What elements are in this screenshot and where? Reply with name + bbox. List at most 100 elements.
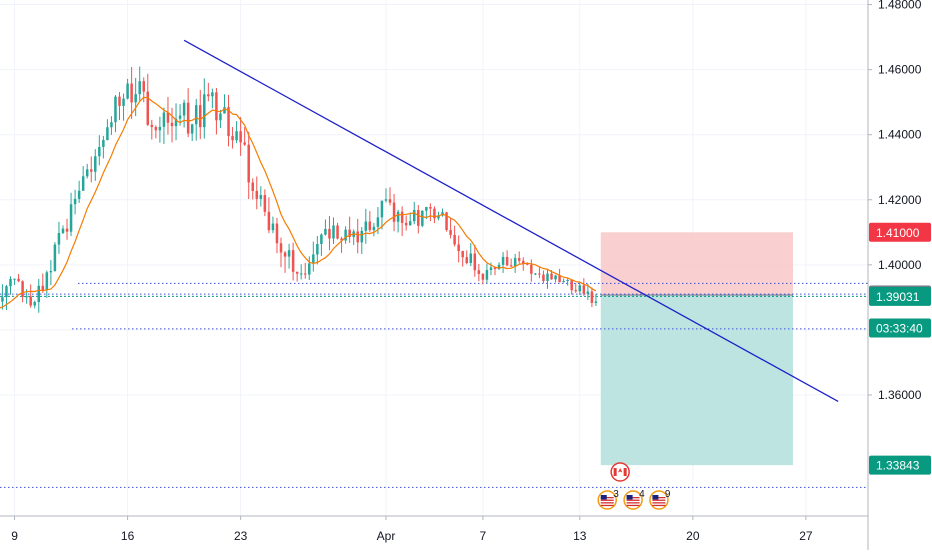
position-tool[interactable] <box>600 232 793 466</box>
us-event-icon[interactable]: 3 <box>597 489 619 510</box>
candle <box>219 109 222 128</box>
candle <box>352 229 355 245</box>
stop-loss-zone[interactable] <box>600 232 793 295</box>
canada-event-icon[interactable] <box>610 462 630 482</box>
candle-body <box>53 244 57 272</box>
candle-body <box>85 169 89 177</box>
time-tick-label: Apr <box>377 529 396 543</box>
candle <box>275 217 279 254</box>
candle-body <box>582 285 586 294</box>
candle-body <box>243 142 246 145</box>
take-profit-zone[interactable] <box>600 294 793 466</box>
economic-events[interactable]: 3 4 9 <box>597 462 671 510</box>
candle-body <box>267 211 271 231</box>
candle <box>384 188 388 203</box>
candle <box>594 293 598 307</box>
candle <box>17 273 20 283</box>
candle-body <box>170 122 174 127</box>
candle-body <box>312 254 315 264</box>
candle <box>291 242 295 281</box>
candle <box>497 262 501 270</box>
candle-body <box>509 265 513 267</box>
candle <box>41 273 45 293</box>
candle <box>259 186 263 207</box>
candle <box>408 212 412 226</box>
candle <box>69 192 73 237</box>
price-tick-label: 1.46000 <box>878 63 922 77</box>
candle-body <box>513 258 517 267</box>
price-tick-label: 1.42000 <box>878 193 922 207</box>
candle-body <box>526 263 529 265</box>
candle-body <box>33 302 36 306</box>
candle <box>340 236 343 253</box>
us-event-icon[interactable]: 9 <box>649 489 671 510</box>
candle-body <box>449 230 452 235</box>
trendline[interactable] <box>183 39 839 403</box>
candle-body <box>340 238 343 241</box>
horizontal-levels <box>0 282 868 488</box>
badge-bg <box>869 455 931 475</box>
candle-body <box>199 105 202 128</box>
badge-bg <box>869 318 931 338</box>
candle-body <box>445 212 448 231</box>
candle <box>53 242 57 272</box>
candle <box>546 268 549 289</box>
candle <box>562 278 565 283</box>
candle <box>122 93 125 121</box>
candle-body <box>324 228 327 235</box>
axis-price-badge: 1.33843 <box>869 455 931 475</box>
time-tick-label: 13 <box>573 529 587 543</box>
candle <box>578 282 582 296</box>
candle-body <box>279 243 283 253</box>
candle-body <box>102 140 105 147</box>
us-event-icon[interactable]: 4 <box>623 489 645 510</box>
candle-body <box>489 267 493 270</box>
candle <box>308 256 311 281</box>
candle-body <box>408 221 412 226</box>
candle-body <box>138 81 141 95</box>
candle-body <box>360 230 364 243</box>
candle-body <box>336 225 339 239</box>
flag-stripe <box>600 499 614 501</box>
candle <box>453 225 456 247</box>
candle-body <box>477 270 481 274</box>
event-count: 9 <box>665 489 671 500</box>
candle <box>542 270 545 283</box>
flag-stripe <box>626 499 640 501</box>
candle-body <box>493 267 497 270</box>
candle <box>392 193 396 232</box>
candle <box>400 206 404 236</box>
candle <box>106 119 109 141</box>
candle <box>501 252 505 273</box>
candle-body <box>182 102 186 116</box>
flag-canton <box>626 495 633 500</box>
candle-body <box>465 257 468 263</box>
candle-body <box>158 126 162 131</box>
candle-body <box>1 297 4 302</box>
candle <box>118 92 121 121</box>
candle <box>469 243 473 267</box>
candle-body <box>404 222 408 226</box>
candle-body <box>570 279 573 291</box>
candle-body <box>41 285 45 290</box>
candle <box>65 218 69 240</box>
event-count: 3 <box>613 489 619 500</box>
candle <box>130 67 133 119</box>
candle-body <box>130 83 133 103</box>
candle <box>98 135 101 166</box>
candle-body <box>384 199 388 201</box>
candle-body <box>227 107 230 137</box>
candle-body <box>251 182 254 191</box>
candle <box>267 197 271 234</box>
candle-body <box>21 281 24 297</box>
candle <box>239 117 242 156</box>
candle-body <box>433 208 436 219</box>
candle-body <box>586 291 590 294</box>
candle <box>85 163 89 179</box>
candle-body <box>303 273 307 275</box>
candle-body <box>211 92 214 97</box>
candle <box>570 279 573 295</box>
candle <box>182 99 186 128</box>
